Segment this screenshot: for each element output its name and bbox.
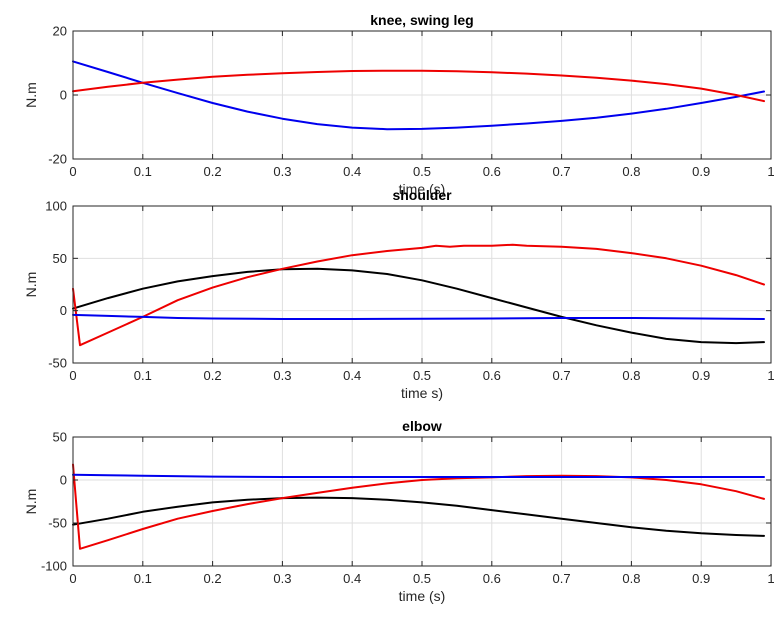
x-tick-label: 0.5 (413, 571, 431, 586)
x-tick-label: 0.8 (622, 571, 640, 586)
y-tick-label: 0 (60, 303, 67, 318)
x-tick-label: 0.7 (553, 164, 571, 179)
chart-title: elbow (402, 418, 442, 434)
subplot-3: 0 0.1 0.2 0.3 0.4 0.5 0.6 0.7 0.8 0.9 1 -100 -50 0 50 e… (23, 418, 775, 604)
y-tick-label: 50 (53, 430, 67, 445)
y-axis-label: N.m (23, 489, 39, 515)
x-tick-label: 0.1 (134, 164, 152, 179)
series-line-1 (72, 60, 765, 131)
x-tick-label: 0.2 (204, 164, 222, 179)
x-tick-label: 0.4 (343, 164, 361, 179)
series-line-1 (72, 267, 765, 345)
x-tick-label: 0.1 (134, 571, 152, 586)
x-tick-label: 0.2 (204, 571, 222, 586)
x-tick-label: 0.8 (622, 368, 640, 383)
x-tick-label: 0.3 (273, 164, 291, 179)
y-tick-label: -20 (48, 152, 67, 167)
subplot-2: 0 0.1 0.2 0.3 0.4 0.5 0.6 0.7 0.8 0.9 1-50050100sh… (23, 187, 775, 401)
x-axis-label: time (s) (399, 181, 446, 197)
y-tick-label: 0 (60, 473, 67, 488)
x-tick-label: 0 (69, 368, 76, 383)
x-tick-label: 0.2 (204, 368, 222, 383)
x-axis-label: time s) (401, 385, 443, 401)
y-tick-label: -50 (48, 356, 67, 371)
x-tick-label: 1 (767, 368, 774, 383)
x-tick-label: 0.6 (483, 164, 501, 179)
y-tick-label: 50 (53, 251, 67, 266)
chart-title: knee, swing leg (370, 12, 473, 28)
x-tick-label: 0.3 (273, 571, 291, 586)
x-tick-label: 0.3 (273, 368, 291, 383)
x-tick-label: 0.9 (692, 368, 710, 383)
x-tick-label: 0.7 (553, 571, 571, 586)
x-tick-label: 1 (767, 571, 774, 586)
x-tick-label: 0 (69, 571, 76, 586)
series-line-3 (72, 313, 765, 320)
x-tick-label: 0.9 (692, 571, 710, 586)
x-tick-label: 0.5 (413, 368, 431, 383)
x-tick-label: 0.7 (553, 368, 571, 383)
y-axis-label: N.m (23, 82, 39, 108)
series-line-1 (72, 496, 765, 537)
x-tick-label: 0.8 (622, 164, 640, 179)
x-axis-label: time (s) (399, 588, 446, 604)
x-tick-label: 0.6 (483, 571, 501, 586)
y-tick-label: 0 (60, 88, 67, 103)
x-tick-label: 0.6 (483, 368, 501, 383)
y-tick-label: 20 (53, 24, 67, 39)
series-line-3 (72, 473, 765, 478)
y-axis-label: N.m (23, 272, 39, 298)
x-tick-label: 1 (767, 164, 774, 179)
chart-title: shoulder (392, 187, 452, 203)
x-tick-label: 0.1 (134, 368, 152, 383)
y-tick-label: 100 (45, 199, 67, 214)
series-line-2 (72, 243, 765, 347)
x-tick-label: 0.4 (343, 368, 361, 383)
x-tick-label: 0.4 (343, 571, 361, 586)
x-tick-label: 0.9 (692, 164, 710, 179)
series-line-2 (72, 69, 765, 103)
x-tick-label: 0 (69, 164, 76, 179)
y-tick-label: -100 (41, 559, 67, 574)
subplot-1: 0 0.1 0.2 0.3 0.4 0.5 0.6 0.7 0.8 0.9 1-20020knee,… (23, 12, 775, 197)
y-tick-label: -50 (48, 516, 67, 531)
series-line-2 (72, 463, 765, 550)
x-tick-label: 0.5 (413, 164, 431, 179)
